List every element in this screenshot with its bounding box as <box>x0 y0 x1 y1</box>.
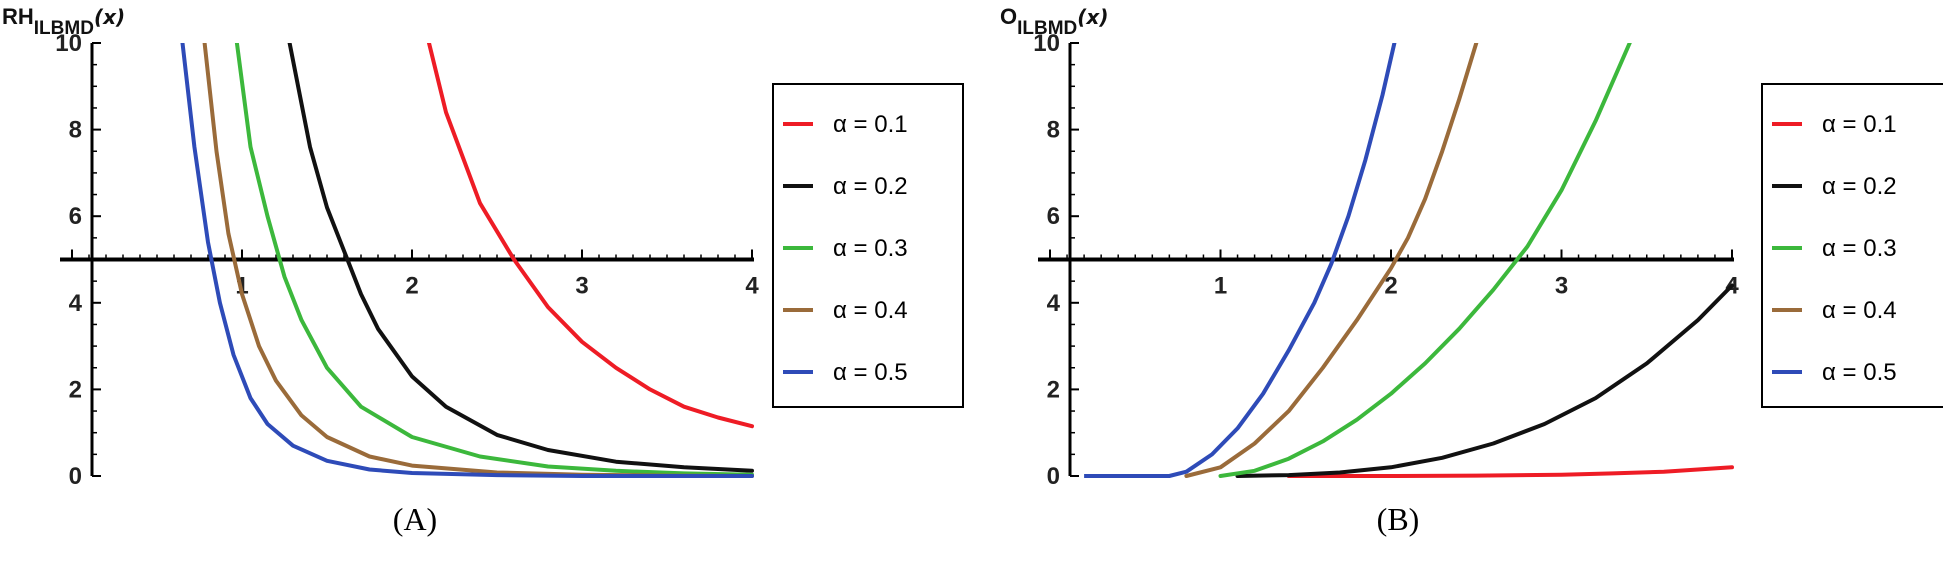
legend-label: α = 0.2 <box>833 173 908 200</box>
series-line-3 <box>1218 43 1632 478</box>
x-tick-label: 3 <box>575 273 588 300</box>
y-axis-label-sub: ILBMD <box>1017 18 1077 39</box>
y-axis-label: OILBMD(x) <box>1000 4 1108 39</box>
y-axis-label-arg: (x) <box>94 5 125 29</box>
y-axis-label-sub: ILBMD <box>34 18 94 39</box>
x-tick-label: 2 <box>405 273 418 300</box>
series-line-2 <box>1235 283 1734 478</box>
y-tick-label: 10 <box>1033 30 1060 57</box>
legend-label: α = 0.2 <box>1822 173 1897 200</box>
series-line-5 <box>1141 43 1397 478</box>
legend: α = 0.1 α = 0.2 α = 0.3 α = 0.4 α = 0.5 <box>772 83 964 408</box>
legend-label: α = 0.1 <box>833 111 908 138</box>
y-tick-label: 6 <box>69 203 82 230</box>
y-axis-label: RHILBMD(x) <box>2 4 125 39</box>
legend-label: α = 0.3 <box>833 235 908 262</box>
y-axis-label-main: O <box>1000 4 1017 29</box>
legend-box <box>772 83 964 408</box>
y-tick-label: 8 <box>1047 117 1060 144</box>
series-line-5 <box>180 43 754 478</box>
legend: α = 0.1 α = 0.2 α = 0.3 α = 0.4 α = 0.5 <box>1761 83 1943 408</box>
series-line-4 <box>1184 43 1479 478</box>
y-tick-label: 4 <box>1047 290 1061 317</box>
series-line-1 <box>427 43 754 429</box>
legend-label: α = 0.4 <box>833 297 908 324</box>
y-tick-label: 4 <box>69 290 83 317</box>
series-group <box>180 43 754 478</box>
y-tick-label: 2 <box>69 376 82 403</box>
panel-caption: (B) <box>1377 501 1420 537</box>
y-tick-label: 0 <box>1047 463 1060 490</box>
x-tick-label: 1 <box>1214 273 1227 300</box>
x-tick-label: 4 <box>745 273 759 300</box>
x-tick-label: 2 <box>1384 273 1397 300</box>
series-line-2 <box>287 43 754 473</box>
legend-label: α = 0.1 <box>1822 111 1897 138</box>
y-tick-label: 6 <box>1047 203 1060 230</box>
legend-label: α = 0.5 <box>833 359 908 386</box>
series-line-3 <box>234 43 754 477</box>
y-axis-label-main: RH <box>2 4 34 29</box>
legend-label: α = 0.4 <box>1822 297 1897 324</box>
y-tick-label: 0 <box>69 463 82 490</box>
y-tick-label: 2 <box>1047 376 1060 403</box>
series-group <box>1141 43 1734 478</box>
legend-box <box>1761 83 1943 408</box>
legend-label: α = 0.5 <box>1822 359 1897 386</box>
x-tick-label: 3 <box>1555 273 1568 300</box>
legend-label: α = 0.3 <box>1822 235 1897 262</box>
y-axis-label-arg: (x) <box>1077 5 1108 29</box>
panel-caption: (A) <box>393 501 437 537</box>
series-line-1 <box>1286 465 1734 478</box>
y-tick-label: 10 <box>55 30 82 57</box>
y-tick-label: 8 <box>69 117 82 144</box>
